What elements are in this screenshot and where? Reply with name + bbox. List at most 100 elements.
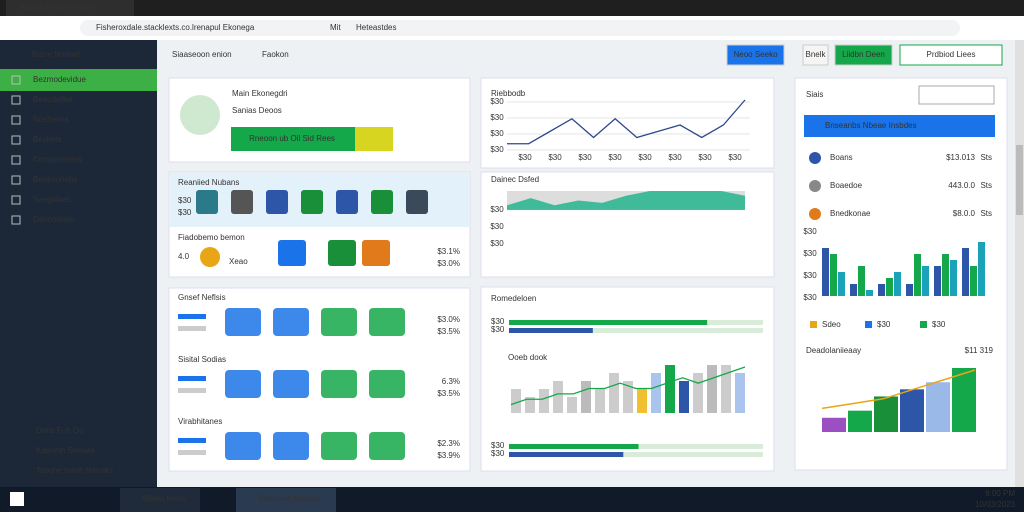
icon xyxy=(231,190,253,214)
bar xyxy=(567,397,577,413)
url-tag: Mit xyxy=(330,23,341,32)
stat: 6.3% xyxy=(442,377,460,386)
bar xyxy=(679,381,689,413)
page-subtitle: Faokon xyxy=(262,50,289,59)
bar xyxy=(822,417,846,432)
icon xyxy=(321,432,357,460)
row-icon xyxy=(809,208,821,220)
nav-item[interactable]: Beaudelike xyxy=(33,95,73,104)
y-tick-label: $30 xyxy=(803,271,817,280)
stat: $3.1% xyxy=(437,247,460,256)
icon xyxy=(406,190,428,214)
action-label[interactable]: Rneoon ub Oil Sid Rees xyxy=(249,134,335,143)
footer-item[interactable]: Kasomn Seeaas xyxy=(36,446,95,455)
bar xyxy=(886,278,893,296)
row-value: 443.0.0 xyxy=(948,181,975,190)
nav-item[interactable]: Beskets xyxy=(33,135,61,144)
card-tag: Xeao xyxy=(229,257,248,266)
nav-icon xyxy=(11,115,21,125)
nav-item[interactable]: Bezmodevidue xyxy=(33,75,86,84)
x-tick-label: $30 xyxy=(548,153,562,162)
url-field[interactable] xyxy=(80,20,960,36)
bar xyxy=(595,389,605,413)
category-bar xyxy=(178,326,206,331)
bar xyxy=(848,410,872,432)
bar xyxy=(914,254,921,296)
dropdown-label[interactable]: Bnseanbs Nbeae Insbdes xyxy=(825,121,917,130)
y-tick-label: $30 xyxy=(490,239,504,248)
row-value: $8.0.0 xyxy=(953,209,976,218)
panel-title: Siais xyxy=(806,90,823,99)
taskbar-label[interactable]: Baoaikea Nsoaes xyxy=(258,494,321,503)
nav-item[interactable]: Beokoohebs xyxy=(33,175,77,184)
icon xyxy=(369,432,405,460)
category-bar xyxy=(178,376,206,381)
line-series xyxy=(821,369,976,410)
bar xyxy=(942,254,949,296)
chart-title: Romedeloen xyxy=(491,294,536,303)
card-label: $30 xyxy=(178,196,192,205)
button-label[interactable]: Liidbn Deen xyxy=(842,50,885,59)
chart-label: Ooeb dook xyxy=(508,353,548,362)
header-button[interactable] xyxy=(834,44,893,66)
nav-item[interactable]: Nosheeks xyxy=(33,115,69,124)
dropdown[interactable] xyxy=(804,115,995,137)
header-button[interactable] xyxy=(899,44,1003,66)
progress-bar xyxy=(509,328,593,333)
tab[interactable] xyxy=(6,0,134,16)
line-series xyxy=(510,366,746,406)
x-tick-label: $30 xyxy=(518,153,532,162)
header-button[interactable] xyxy=(726,44,785,66)
nav-icon xyxy=(11,155,21,165)
page-title: Siaaseoon enion xyxy=(172,50,232,59)
taskbar-item[interactable] xyxy=(120,488,200,512)
header-button[interactable] xyxy=(802,44,829,66)
icon xyxy=(301,190,323,214)
row-value: $13.013 xyxy=(946,153,975,162)
progress-label: $30 xyxy=(491,441,505,450)
nav-icon xyxy=(11,215,21,225)
stat: $3.9% xyxy=(437,451,460,460)
progress-track xyxy=(509,328,763,333)
progress-label: $30 xyxy=(491,449,505,458)
card-value: 4.0 xyxy=(178,252,190,261)
stat: $3.0% xyxy=(437,315,460,324)
card-title: Reaniied Nubans xyxy=(178,178,239,187)
taskbar-label[interactable]: Bliaaa Keoa xyxy=(142,494,186,503)
row-unit: Sts xyxy=(980,181,992,190)
nav-icon xyxy=(11,195,21,205)
start-button[interactable] xyxy=(10,492,24,506)
nav-item[interactable]: Saegalaas xyxy=(33,195,71,204)
bar xyxy=(665,365,675,413)
icon xyxy=(225,308,261,336)
stat: $2.3% xyxy=(437,439,460,448)
nav-item[interactable]: Daocosistie xyxy=(33,215,75,224)
select[interactable] xyxy=(918,85,995,105)
footer-item[interactable]: Taoche Isaoh Naoaks xyxy=(36,466,113,475)
footer-item[interactable]: Dans Fuh Oo xyxy=(36,426,84,435)
profile-status: Sanias Deoos xyxy=(232,106,282,115)
icon xyxy=(273,432,309,460)
nav-item[interactable]: Comqeoosios xyxy=(33,155,82,164)
button-label[interactable]: Neoo Seeko xyxy=(733,50,778,59)
stat: $3.0% xyxy=(437,259,460,268)
bar xyxy=(511,389,521,413)
icon xyxy=(225,370,261,398)
taskbar-item[interactable] xyxy=(236,488,336,512)
button-label[interactable]: Bnelk xyxy=(805,50,826,59)
button-label[interactable]: Prdbiod Liees xyxy=(927,50,976,59)
nav-icon xyxy=(11,175,21,185)
bar xyxy=(609,373,619,413)
y-tick-label: $30 xyxy=(490,97,504,106)
clock: 8:00 PM xyxy=(985,489,1015,498)
trend-title: Deadolaniieaay xyxy=(806,346,861,355)
sidebar xyxy=(0,40,157,487)
row-name: Bnedkonae xyxy=(830,209,871,218)
row-name: Boaedoe xyxy=(830,181,863,190)
bar xyxy=(962,248,969,296)
icon xyxy=(200,247,220,267)
progress-bar xyxy=(509,452,624,457)
legend-label: $30 xyxy=(932,320,946,329)
bar xyxy=(970,266,977,296)
y-tick-label: $30 xyxy=(803,227,817,236)
